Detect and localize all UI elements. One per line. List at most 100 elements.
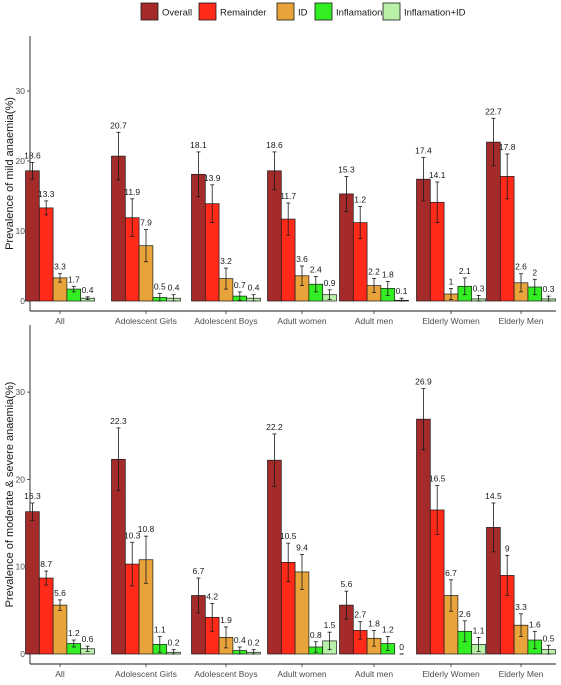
error-bar	[30, 161, 35, 180]
bar-value-label: 0.2	[168, 638, 180, 648]
error-bar	[344, 590, 349, 620]
error-bar	[532, 278, 537, 296]
bar-value-label: 4.2	[206, 591, 218, 601]
bar-value-label: 1.6	[529, 619, 541, 629]
bar-value-label: 3.3	[515, 602, 527, 612]
bar-value-label: 0	[399, 642, 404, 652]
bar	[25, 511, 40, 655]
bar-value-label: 1.7	[68, 274, 80, 284]
error-bar	[116, 131, 121, 181]
error-bar	[71, 639, 76, 648]
error-bar	[327, 289, 332, 301]
x-tick-label: Adult women	[277, 669, 326, 679]
bar-value-label: 16.5	[429, 474, 446, 484]
bar	[52, 604, 68, 655]
error-bar	[546, 644, 551, 655]
error-bar	[462, 620, 467, 643]
error-bar	[449, 579, 453, 612]
bar-value-label: 15.3	[338, 164, 355, 174]
error-bar	[272, 151, 277, 191]
bar-value-label: 11.9	[124, 187, 140, 197]
error-bar	[519, 613, 523, 637]
bar-value-label: 2.2	[368, 267, 380, 277]
error-bar	[300, 554, 304, 590]
legend-swatch	[276, 2, 295, 21]
error-bar	[313, 276, 318, 293]
error-bar	[344, 175, 349, 212]
bar-value-label: 2	[532, 267, 537, 277]
bar-value-label: 6.7	[192, 566, 204, 576]
bar-value-label: 3.6	[296, 254, 308, 264]
bar-value-label: 13.3	[38, 189, 55, 199]
error-bar	[358, 206, 363, 240]
bar-value-label: 1.5	[324, 620, 336, 630]
error-bar	[286, 202, 291, 236]
bar-value-label: 1.2	[68, 628, 80, 638]
x-tick-label: Elderly Men	[499, 669, 544, 679]
x-tick-label: Adult women	[277, 316, 326, 326]
legend-item: Inflamation+ID	[382, 2, 466, 21]
legend-swatch	[382, 2, 401, 21]
bar-value-label: 18.6	[266, 140, 283, 150]
error-bar	[58, 599, 62, 611]
x-tick-label: Adolescent Girls	[115, 669, 177, 679]
error-bar	[449, 287, 453, 301]
bar-value-label: 0.6	[82, 634, 94, 644]
bar-value-label: 1.8	[368, 618, 380, 628]
bar-value-label: 22.3	[110, 416, 127, 426]
error-bar	[196, 151, 201, 198]
error-bar	[435, 181, 440, 224]
bar	[267, 170, 282, 302]
bar-value-label: 0.7	[234, 280, 246, 290]
bar-value-label: 22.2	[266, 422, 283, 432]
error-bar	[58, 273, 62, 283]
bar-value-label: 14.1	[429, 170, 446, 180]
error-bar	[399, 297, 404, 302]
error-bar	[327, 631, 332, 651]
bar-value-label: 2.7	[354, 610, 366, 620]
legend-swatch	[198, 2, 217, 21]
x-tick-label: Adolescent Boys	[194, 316, 257, 326]
bar	[267, 459, 282, 655]
bar-value-label: 8.7	[40, 559, 52, 569]
bar-value-label: 0.3	[543, 284, 555, 294]
bar-value-label: 2.1	[459, 266, 471, 276]
error-bar	[476, 637, 481, 652]
bar-value-label: 22.7	[485, 106, 502, 116]
legend-label: Inflamation	[336, 8, 382, 19]
error-bar	[210, 602, 215, 632]
error-bar	[237, 291, 242, 301]
bar-value-label: 1.8	[382, 269, 394, 279]
bar-value-label: 1.1	[473, 625, 485, 635]
error-bar	[224, 267, 228, 290]
error-bar	[237, 646, 242, 655]
bar-value-label: 0.1	[396, 286, 408, 296]
error-bar	[44, 570, 49, 586]
bar-value-label: 0.2	[248, 638, 260, 648]
x-tick-label: Adult men	[355, 316, 394, 326]
bar-value-label: 3.2	[220, 256, 232, 266]
x-tick-label: Adolescent Girls	[115, 316, 177, 326]
error-bar	[224, 626, 228, 649]
error-bar	[358, 621, 363, 640]
error-bar	[462, 277, 467, 296]
error-bar	[251, 294, 256, 302]
bar-value-label: 5.6	[54, 588, 66, 598]
legend-item: Overall	[140, 2, 192, 21]
error-bar	[144, 535, 148, 584]
error-bar	[505, 153, 510, 200]
bar-value-label: 0.9	[324, 278, 336, 288]
legend-item: Inflamation	[314, 2, 382, 21]
bar-value-label: 0.4	[234, 635, 246, 645]
bar-value-label: 1.9	[220, 615, 232, 625]
bar-value-label: 0.4	[168, 283, 180, 293]
bar-value-label: 11.7	[280, 191, 296, 201]
legend-label: Inflamation+ID	[404, 8, 466, 19]
bar-value-label: 10.5	[280, 531, 297, 541]
y-tick-label: 10	[16, 226, 26, 236]
error-bar	[157, 636, 162, 653]
bar-value-label: 2.4	[310, 265, 322, 275]
bar-value-label: 26.9	[415, 377, 432, 387]
bar-value-label: 14.5	[485, 491, 502, 501]
